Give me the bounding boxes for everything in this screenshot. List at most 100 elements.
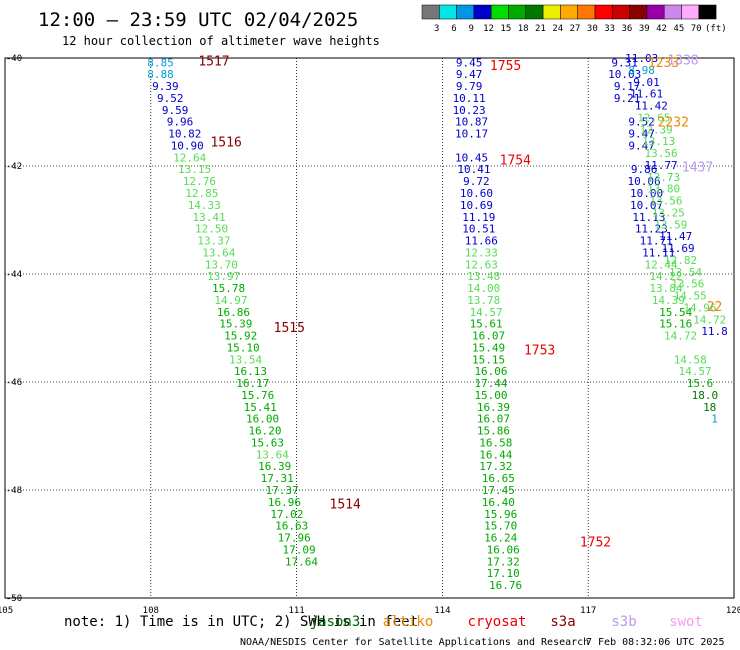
swh-value: 17.45 [482, 484, 515, 497]
swh-value: 15.00 [474, 389, 507, 402]
swh-value: 9.52 [157, 92, 184, 105]
swh-value: 13.56 [649, 195, 682, 208]
swh-value: 9.45 [456, 56, 483, 69]
credit-line: NOAA/NESDIS Center for Satellite Applica… [240, 637, 589, 648]
y-tick-label: -50 [6, 594, 22, 604]
swh-value: 15.96 [484, 508, 517, 521]
swh-value: 10.90 [171, 139, 204, 152]
swh-value: 10.82 [168, 128, 201, 141]
legend-swatch [473, 4, 492, 20]
y-tick-label: -48 [6, 486, 22, 496]
y-tick-label: -40 [6, 54, 22, 64]
x-tick-label: 108 [143, 606, 159, 616]
orbit-time-label: 1437 [682, 161, 713, 176]
swh-value: 17.32 [479, 460, 512, 473]
swh-value: 9.39 [152, 80, 179, 93]
legend-label: 24 [552, 24, 563, 34]
swh-value: 15.61 [470, 318, 503, 331]
swh-value: 12.39 [640, 123, 673, 136]
swh-value: 9.47 [628, 128, 655, 141]
x-tick-label: 117 [580, 606, 596, 616]
swh-value: 11.11 [642, 246, 675, 259]
legend-swatch [525, 4, 544, 20]
swh-value: 13.59 [654, 218, 687, 231]
swh-value: 11.77 [645, 159, 678, 172]
swh-value: 13.41 [193, 211, 226, 224]
legend-swatch [560, 4, 578, 20]
legend-swatch [681, 4, 700, 20]
legend-swatch [577, 4, 596, 20]
legend-swatch [421, 4, 440, 20]
data-points: 8.858.889.399.529.599.9610.8210.9012.641… [147, 52, 728, 592]
swh-value: 16.17 [236, 377, 269, 390]
swh-value: 15.10 [227, 341, 260, 354]
swh-value: 14.33 [188, 199, 221, 212]
swh-value: 13.48 [467, 270, 500, 283]
swh-value: 11.47 [659, 230, 692, 243]
legend-swatch [490, 4, 509, 20]
legend-swatch [508, 4, 527, 20]
swh-value: 12.76 [183, 175, 216, 188]
legend-label: 30 [587, 24, 598, 34]
swh-value: 13.64 [256, 448, 289, 461]
swh-value: 15.16 [659, 318, 692, 331]
x-tick-label: 111 [288, 606, 304, 616]
swh-value: 15.86 [477, 425, 510, 438]
swh-value: 15.63 [251, 436, 284, 449]
satellite-legend: jason3 altiko cryosat s3a s3b swot [310, 614, 703, 630]
swh-value: 13.54 [229, 353, 262, 366]
legend-unit: (ft) [705, 24, 727, 34]
swh-value: 14.97 [214, 294, 247, 307]
swh-value: 9.52 [628, 116, 655, 129]
orbit-time-labels: 1517 1516 1515 1514 1755 1754 1753 1752 12331338… [198, 54, 722, 551]
legend-swatch [612, 4, 630, 20]
swh-value: 9.47 [628, 139, 655, 152]
swh-value: 11.61 [630, 88, 663, 101]
generated-timestamp: 7 Feb 08:32:06 UTC 2025 [586, 637, 724, 648]
x-tick-label: 120 [726, 606, 740, 616]
swh-value: 13.15 [178, 163, 211, 176]
swh-value: 10.60 [460, 187, 493, 200]
legend-label: 12 [483, 24, 494, 34]
swh-value: 14.72 [664, 330, 697, 343]
swh-value: 17.44 [474, 377, 507, 390]
legend-label: 6 [451, 24, 456, 34]
swh-value: 17.37 [265, 484, 298, 497]
swh-value: 15.41 [244, 401, 277, 414]
swh-value: 9.86 [631, 163, 658, 176]
swh-value: 16.06 [474, 365, 507, 378]
orbit-time-label: 2232 [658, 116, 689, 131]
swh-value: 12.85 [185, 187, 218, 200]
satellite-name: altiko [383, 614, 434, 630]
swh-value: 8.98 [628, 64, 655, 77]
swh-value: 9.96 [167, 116, 194, 129]
color-legend: 3 6 9 12 15 18 21 24 27 30 33 36 39 42 45 70 [421, 4, 717, 34]
orbit-time-label: 1515 [274, 321, 305, 336]
swh-value: 16.76 [489, 579, 522, 592]
swh-value: 9.21 [614, 92, 641, 105]
swh-value: 17.64 [285, 555, 318, 568]
swh-value: 17.96 [278, 532, 311, 545]
swh-value: 12.44 [645, 258, 678, 271]
axis-ticks: 105 108 111 114 117 120 -40 -42 -44 -46 -48 -50 [0, 54, 740, 616]
legend-swatch [456, 4, 475, 20]
orbit-time-label: 1755 [490, 59, 521, 74]
orbit-time-label: 1514 [330, 498, 361, 513]
swh-value: 9.17 [614, 80, 641, 93]
swh-value: 16.44 [479, 448, 512, 461]
swh-value: 10.45 [455, 151, 488, 164]
swh-value: 16.13 [234, 365, 267, 378]
legend-label: 36 [622, 24, 633, 34]
satellite-name: jason3 [310, 614, 361, 630]
swh-value: 13.78 [467, 294, 500, 307]
swh-value: 16.39 [477, 401, 510, 414]
swh-value: 16.96 [268, 496, 301, 509]
legend-swatch [542, 4, 561, 20]
swh-value: 11.23 [635, 223, 668, 236]
swh-value: 13.56 [671, 278, 704, 291]
y-tick-label: -42 [6, 162, 22, 172]
swh-value: 13.97 [207, 270, 240, 283]
swh-value: 8.88 [147, 68, 174, 81]
swh-value: 11.42 [635, 100, 668, 113]
plot-frame [4, 57, 735, 599]
